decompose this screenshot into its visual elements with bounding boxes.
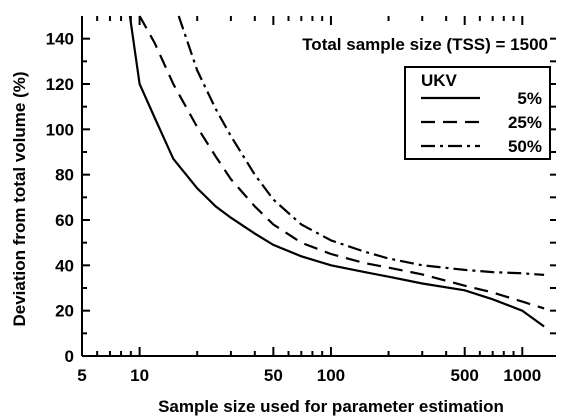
legend-label-25pct: 25%	[508, 113, 542, 132]
series-layer	[128, 15, 545, 328]
y-tick-label: 80	[55, 166, 74, 185]
x-tick-label: 500	[451, 366, 479, 385]
x-tick-label: 50	[264, 366, 283, 385]
legend-title: UKV	[421, 71, 458, 90]
y-tick-label: 140	[46, 30, 74, 49]
axes-layer: 0 20 40 60 80 100 120 140 5 10 50 100 500 1000	[46, 16, 556, 385]
y-tick-label: 20	[55, 302, 74, 321]
y-tick-label: 40	[55, 256, 74, 275]
x-tick-label: 10	[130, 366, 149, 385]
tss-annotation: Total sample size (TSS) = 1500	[302, 35, 548, 54]
label-layer: Sample size used for parameter estimatio…	[10, 35, 548, 416]
series-line-25pct	[138, 15, 545, 310]
x-tick-label: 1000	[503, 366, 541, 385]
series-line-50pct	[177, 15, 545, 276]
legend-label-50pct: 50%	[508, 137, 542, 156]
x-axis-label: Sample size used for parameter estimatio…	[158, 397, 504, 416]
y-axis-label: Deviation from total volume (%)	[10, 71, 29, 326]
y-tick-label: 0	[65, 347, 74, 366]
y-tick-label: 120	[46, 75, 74, 94]
series-line-5pct	[128, 15, 545, 328]
y-tick-label: 60	[55, 211, 74, 230]
legend-box	[404, 66, 551, 160]
legend-label-5pct: 5%	[517, 89, 542, 108]
x-tick-label: 100	[317, 366, 345, 385]
x-tick-label: 5	[77, 366, 86, 385]
legend: UKV 5% 25% 50%	[404, 66, 551, 160]
y-tick-label: 100	[46, 120, 74, 139]
